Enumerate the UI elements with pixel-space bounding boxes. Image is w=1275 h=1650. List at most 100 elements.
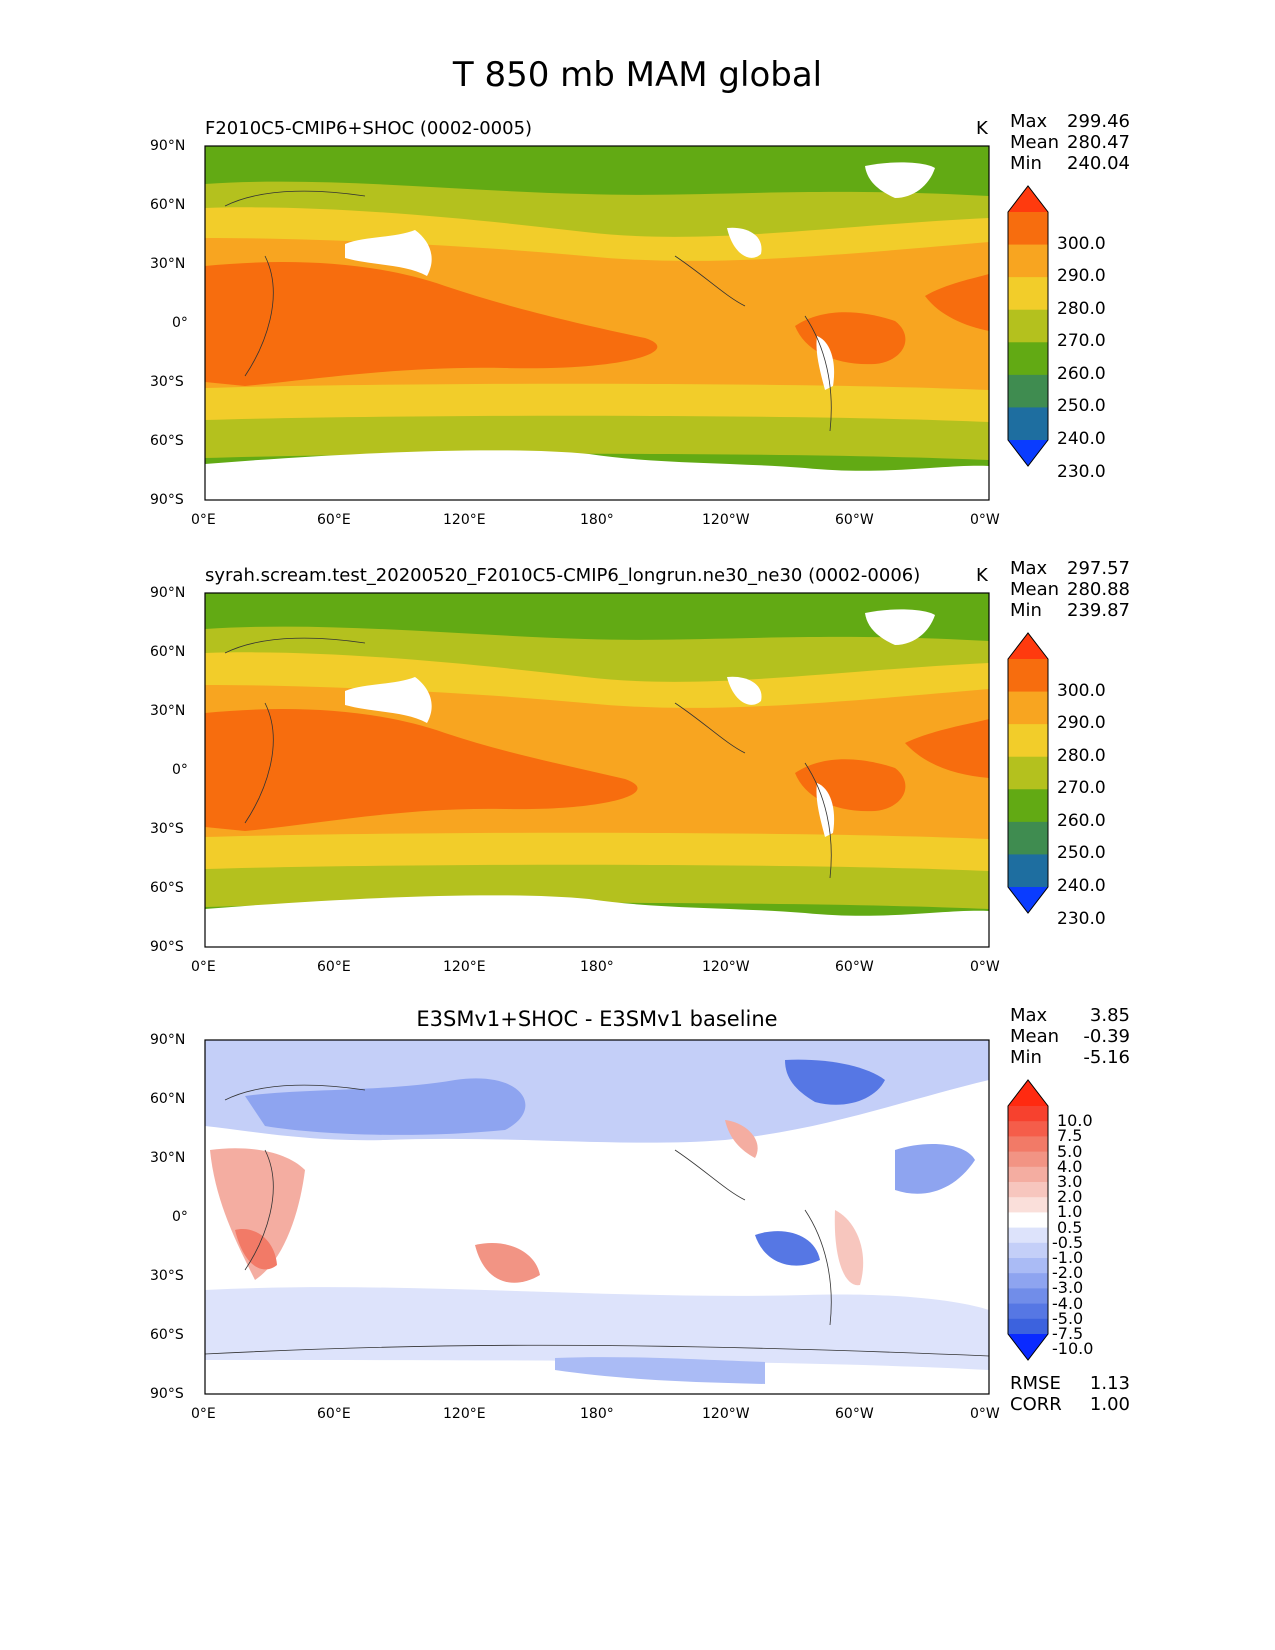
- colorbar-extend-bottom: [1008, 1334, 1048, 1360]
- colorbar-segment: [1008, 659, 1048, 693]
- colorbar-tick-label: 2.0: [1057, 1187, 1083, 1207]
- colorbar-extend-bottom: [1008, 887, 1048, 913]
- colorbar-tick-label: 260.0: [1057, 810, 1106, 831]
- colorbar-tick-label: 5.0: [1057, 1141, 1083, 1161]
- colorbar-segment: [1008, 309, 1048, 343]
- panel-1-lon-tick: 0°W: [970, 512, 1000, 528]
- panel-3-lon-tick: 120°W: [702, 1406, 750, 1422]
- missing-greenland: [865, 609, 935, 645]
- cool-atlantic: [895, 1144, 975, 1194]
- panel-2-lon-tick: 120°W: [702, 959, 750, 975]
- panel-2-max-value: 297.57: [1067, 558, 1130, 579]
- panel-2-lon-tick: 0°W: [970, 959, 1000, 975]
- colorbar-segment: [1008, 1197, 1048, 1213]
- panel-2-units: K: [976, 565, 988, 586]
- panel-2-lon-tick: 120°E: [443, 959, 486, 975]
- colorbar-tick-label: -1.0: [1052, 1248, 1084, 1267]
- panel-1-lon-tick: 120°E: [443, 512, 486, 528]
- panel-1-units: K: [976, 118, 988, 139]
- colorbar-outline: [1007, 632, 1049, 914]
- warm-atlantic: [905, 719, 989, 778]
- colorbar-segment: [1008, 756, 1048, 790]
- colorbar-segment: [1008, 724, 1048, 758]
- panel-3-max-value: 3.85: [1089, 1005, 1130, 1026]
- panel-3-min-value: -5.16: [1083, 1047, 1130, 1068]
- panel-2-min-value: 239.87: [1067, 600, 1130, 621]
- colorbar-tick-label: 280.0: [1057, 745, 1106, 766]
- panel-2-lat-tick: 60°S: [150, 880, 184, 896]
- panel-1-mean-value: 280.47: [1067, 132, 1130, 153]
- colorbar-segment: [1008, 1318, 1048, 1335]
- panel-2-title: syrah.scream.test_20200520_F2010C5-CMIP6…: [205, 565, 921, 586]
- panel-1-min-value: 240.04: [1067, 153, 1130, 174]
- colorbar-segment: [1008, 342, 1048, 376]
- colorbar-tick-label: -7.5: [1052, 1324, 1084, 1343]
- panel-2-lon-tick: 60°W: [835, 959, 874, 975]
- colorbar-tick-label: 250.0: [1057, 396, 1106, 417]
- colorbar-tick-label: 230.0: [1057, 461, 1106, 482]
- panel-3-title: E3SMv1+SHOC - E3SMv1 baseline: [416, 1007, 778, 1031]
- panel-2-map: [204, 592, 990, 948]
- panel-2-max-label: Max: [1010, 558, 1048, 579]
- panel-1-colorbar: [1007, 185, 1049, 467]
- colorbar-tick-label: -4.0: [1052, 1293, 1084, 1313]
- panel-2-lon-tick: 0°E: [191, 959, 216, 975]
- panel-2-mean-label: Mean: [1010, 579, 1060, 600]
- missing-tibet: [345, 677, 432, 723]
- cool-pacific-south: [755, 1231, 820, 1266]
- colorbar-segment: [1008, 374, 1048, 408]
- missing-antarctica: [205, 895, 989, 947]
- panel-2-lon-tick: 60°E: [317, 959, 351, 975]
- colorbar-tick-label: 300.0: [1057, 233, 1106, 254]
- panel-1-title: F2010C5-CMIP6+SHOC (0002-0005): [205, 118, 533, 139]
- panel-3-lat-tick: 90°N: [150, 1032, 186, 1048]
- panel-3-lon-tick: 180°: [580, 1406, 614, 1422]
- colorbar-tick-label: 7.5: [1057, 1126, 1083, 1146]
- panel-1-max-label: Max: [1010, 111, 1048, 132]
- colorbar-tick-label: 290.0: [1057, 713, 1106, 734]
- colorbar-segment: [1008, 1258, 1048, 1274]
- missing-tibet: [345, 230, 432, 276]
- panel-2-lon-tick: 180°: [580, 959, 614, 975]
- panel-2-lat-tick: 90°N: [150, 585, 186, 601]
- cool-siberia: [245, 1078, 526, 1135]
- panel-2-lat-tick: 90°S: [150, 939, 184, 955]
- panel-3-corr-value: 1.00: [1089, 1394, 1130, 1415]
- warm-south-america: [834, 1210, 864, 1286]
- colorbar-extend-bottom: [1008, 440, 1048, 466]
- panel-3-mean-label: Mean: [1010, 1026, 1060, 1047]
- panel-3-lat-tick: 30°N: [150, 1150, 186, 1166]
- colorbar-segment: [1008, 212, 1048, 246]
- colorbar-outline: [1007, 1079, 1049, 1361]
- panel-1-lat-tick: 60°N: [150, 197, 186, 213]
- warm-indian-pacific: [205, 262, 658, 386]
- colorbar-tick-label: 260.0: [1057, 363, 1106, 384]
- colorbar-segment: [1008, 244, 1048, 278]
- panel-1-lat-tick: 90°N: [150, 138, 186, 154]
- panel-3-lon-tick: 0°W: [970, 1406, 1000, 1422]
- panel-1-lat-tick: 90°S: [150, 492, 184, 508]
- colorbar-tick-label: -10.0: [1052, 1339, 1094, 1359]
- missing-greenland: [865, 162, 935, 198]
- panel-3-lon-tick: 120°E: [443, 1406, 486, 1422]
- colorbar-tick-label: 250.0: [1057, 843, 1106, 864]
- panel-3-lat-tick: 30°S: [150, 1268, 184, 1284]
- colorbar-tick-label: -3.0: [1052, 1278, 1084, 1298]
- panel-1-lon-tick: 60°E: [317, 512, 351, 528]
- warm-africa: [210, 1148, 305, 1280]
- panel-1-lon-tick: 180°: [580, 512, 614, 528]
- colorbar-segment: [1008, 1151, 1048, 1168]
- colorbar-tick-label: -2.0: [1052, 1263, 1084, 1283]
- colorbar-segment: [1008, 1303, 1048, 1320]
- panel-1-lat-tick: 60°S: [150, 433, 184, 449]
- colorbar-segment: [1008, 691, 1048, 725]
- warm-south-africa: [235, 1229, 277, 1270]
- warm-indian-pacific: [205, 709, 638, 831]
- colorbar-tick-label: -5.0: [1052, 1308, 1084, 1328]
- coastline-hint: [224, 637, 832, 879]
- panel-1-lon-tick: 60°W: [835, 512, 874, 528]
- panel-2-mean-value: 280.88: [1067, 579, 1130, 600]
- colorbar-segment: [1008, 1106, 1048, 1122]
- missing-antarctica: [205, 450, 989, 500]
- colorbar-tick-label: 290.0: [1057, 266, 1106, 287]
